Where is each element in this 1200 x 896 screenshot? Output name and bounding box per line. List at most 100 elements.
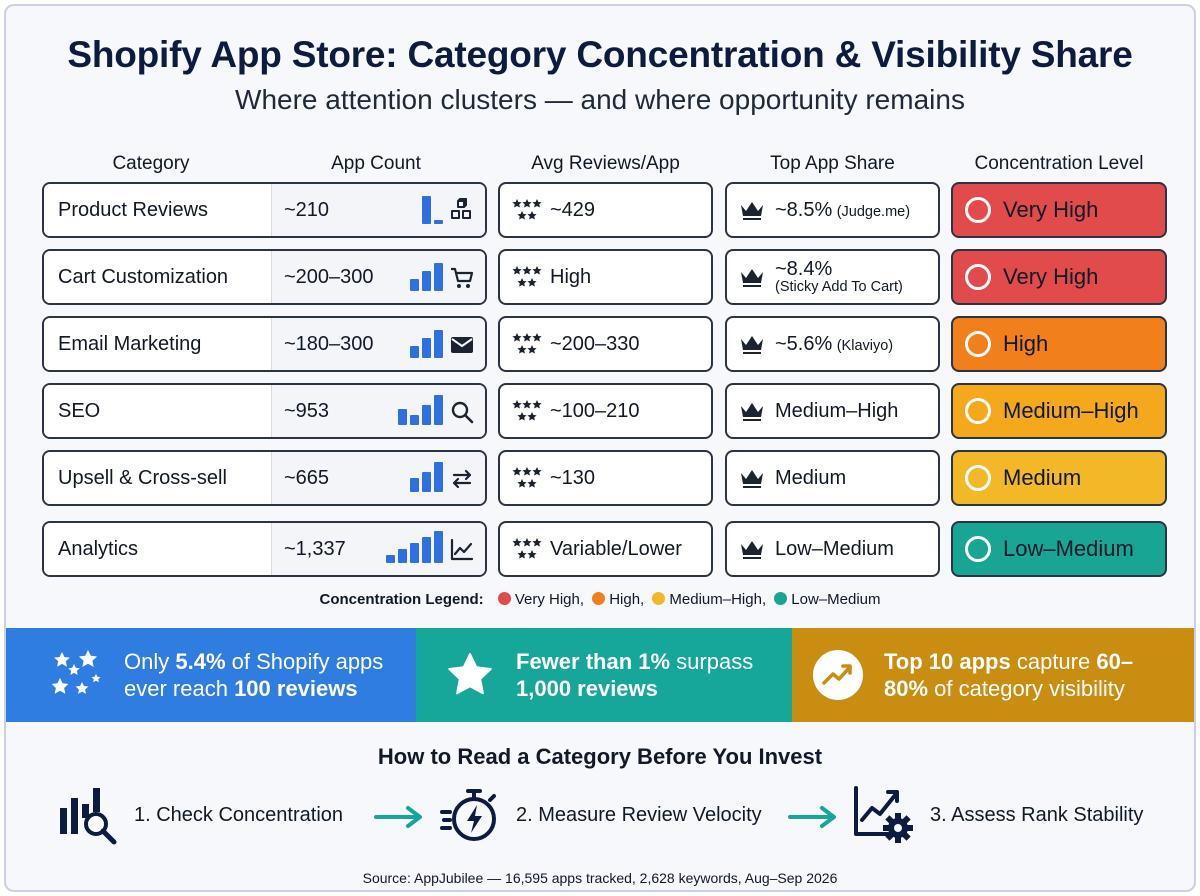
stat-text: Top 10 apps capture 60– 80% of category … — [884, 648, 1133, 703]
concentration-badge: High — [951, 316, 1167, 372]
stat-highlight: Top 10 apps — [884, 648, 1011, 674]
top-share-cell: ~8.4% (Sticky Add To Cart) — [725, 249, 940, 305]
stars-icon — [512, 199, 542, 220]
crown-icon — [741, 202, 763, 220]
arrow-right-icon — [788, 806, 836, 828]
stat-highlight: 100 reviews — [234, 676, 358, 701]
count-bar — [410, 415, 419, 425]
stars-icon — [512, 400, 542, 421]
legend-label: Low–Medium — [791, 591, 881, 608]
avg-reviews-cell: Variable/Lower — [498, 521, 713, 577]
category-name: Product Reviews — [44, 184, 272, 236]
count-bar — [398, 409, 407, 425]
step-label: 2. Measure Review Velocity — [516, 804, 762, 826]
count-bar — [422, 405, 431, 425]
legend-label: Medium–High, — [669, 591, 767, 608]
top-share-cell: Medium–High — [725, 383, 940, 439]
concentration-label: Low–Medium — [1003, 536, 1134, 561]
status-ring-icon — [965, 398, 991, 424]
count-bar — [422, 271, 431, 291]
app-count-value: ~1,337 — [284, 537, 346, 560]
top-share-value: ~8.4% — [775, 258, 833, 281]
category-name: Analytics — [44, 523, 272, 575]
status-ring-icon — [965, 536, 991, 562]
crown-icon — [741, 470, 763, 488]
crown-icon — [741, 336, 763, 354]
count-bar — [410, 279, 419, 291]
legend-label: Very High, — [514, 591, 585, 608]
avg-reviews-value: ~429 — [550, 198, 596, 221]
top-share-cell: ~8.5% (Judge.me) — [725, 182, 940, 238]
top-share-cell: Medium — [725, 450, 940, 506]
stat-highlight: 5.4% — [175, 648, 226, 674]
stars-icon — [512, 333, 542, 354]
avg-reviews-value: ~100–210 — [550, 399, 640, 422]
stat-text-part: of category visibility — [928, 676, 1125, 701]
concentration-badge: Medium–High — [951, 383, 1167, 439]
concentration-label: Medium–High — [1003, 398, 1139, 423]
count-bar — [434, 263, 443, 291]
stat-text: Fewer than 1% surpass 1,000 reviews — [516, 648, 753, 703]
concentration-badge: Medium — [951, 450, 1167, 506]
trend-up-icon — [813, 650, 863, 700]
howto-title: How to Read a Category Before You Invest — [377, 744, 823, 769]
table-row: Upsell & Cross-sell ~665 — [42, 450, 487, 506]
top-app-name: (Klaviyo) — [836, 338, 894, 354]
column-header-avg-reviews: Avg Reviews/App — [531, 153, 680, 174]
stopwatch-bolt-icon — [440, 789, 496, 841]
swap-arrows-icon — [452, 469, 472, 489]
app-count-cell: ~665 — [272, 452, 485, 504]
cart-icon — [451, 267, 474, 288]
count-bar — [422, 537, 431, 563]
crown-icon — [741, 541, 763, 559]
avg-reviews-value: High — [550, 265, 592, 288]
category-name: Upsell & Cross-sell — [44, 452, 272, 504]
stat-text-part: ever reach — [124, 676, 235, 701]
count-bar — [410, 346, 419, 358]
page-subtitle: Where attention clusters — and where opp… — [235, 84, 965, 115]
avg-reviews-value: ~130 — [550, 466, 596, 489]
top-share-cell: Low–Medium — [725, 521, 940, 577]
crown-icon — [741, 269, 763, 287]
status-ring-icon — [965, 197, 991, 223]
count-bar — [434, 395, 443, 425]
app-count-cell: ~953 — [272, 385, 485, 437]
avg-reviews-cell: ~130 — [498, 450, 713, 506]
status-ring-icon — [965, 264, 991, 290]
count-bar — [410, 543, 419, 563]
top-share-value: ~5.6% — [775, 333, 833, 355]
table-row: Cart Customization ~200–300 — [42, 249, 487, 305]
stat-highlight: Fewer than 1% — [516, 648, 671, 674]
status-ring-icon — [965, 331, 991, 357]
count-bars — [410, 330, 443, 358]
legend-dot-medium-high — [652, 592, 666, 605]
status-ring-icon — [965, 465, 991, 491]
count-bars — [410, 462, 443, 492]
stat-text: Only 5.4% of Shopify apps ever reach 100… — [124, 648, 383, 703]
app-count-cell: ~1,337 — [272, 523, 485, 575]
count-bar — [434, 330, 443, 358]
concentration-badge: Very High — [951, 182, 1167, 238]
chart-gear-icon — [854, 786, 913, 843]
stat-text-part: Only — [124, 648, 176, 674]
line-chart-icon — [450, 538, 474, 561]
table-row: Analytics ~1,337 — [42, 521, 487, 577]
app-count-cell: ~210 — [272, 184, 485, 236]
top-app-name: (Sticky Add To Cart) — [775, 279, 903, 296]
stat-band-reviews-100: Only 5.4% of Shopify apps ever reach 100… — [6, 628, 416, 722]
avg-reviews-cell: ~429 — [498, 182, 713, 238]
stars-icon — [512, 467, 542, 488]
stars-icon — [512, 538, 542, 559]
envelope-icon — [451, 337, 473, 353]
concentration-label: Very High — [1003, 197, 1099, 222]
count-bar — [422, 196, 431, 224]
count-bar — [434, 220, 443, 224]
top-share-value: ~8.5% — [775, 199, 833, 221]
chart-magnifier-icon — [60, 788, 117, 845]
step-label: 1. Check Concentration — [134, 804, 344, 826]
count-bars — [398, 395, 443, 425]
app-count-value: ~210 — [284, 198, 330, 221]
stat-highlight: 60– — [1096, 648, 1134, 674]
table-row: SEO ~953 — [42, 383, 487, 439]
app-count-cell: ~180–300 — [272, 318, 485, 370]
